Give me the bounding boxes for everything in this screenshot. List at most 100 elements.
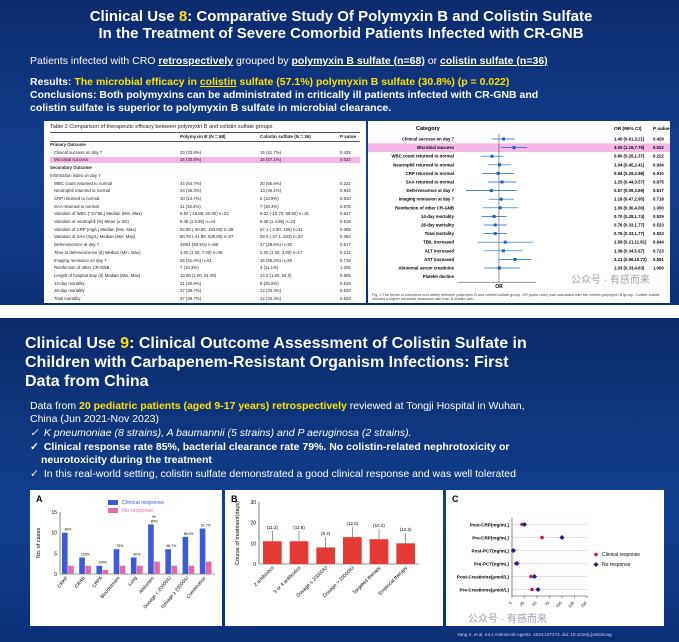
slide1-conclusions-line2: colistin sulfate is superior to polymyxi… bbox=[30, 102, 392, 114]
forest-row-label: Imaging remission at day 7 bbox=[399, 197, 455, 202]
forest-row-or: 0.70 (0.28,1.74) bbox=[614, 214, 645, 219]
forest-row-p: 0.934 bbox=[653, 162, 664, 167]
chart-a-bar bbox=[182, 536, 189, 574]
forest-row-label: Defervescence at day 7 bbox=[406, 188, 454, 193]
table-row: CRP returned to normal 10 (14.7%) 5 (13.9%… bbox=[50, 196, 360, 202]
chart-c-legend-label: Clinical response bbox=[602, 552, 640, 558]
forest-row-label: AST increased bbox=[424, 257, 454, 262]
check-icon: ✓ bbox=[30, 427, 39, 439]
chart-b-bar-label: (8.4) bbox=[321, 531, 331, 536]
table-cell: 0.518 bbox=[340, 219, 351, 224]
forest-row-label: Abnormal serum creatinine bbox=[398, 266, 454, 271]
table-cell: Clinical success on day 7 bbox=[54, 149, 103, 155]
chart-b-x-tick: 2 antibiotics bbox=[253, 565, 276, 588]
chart-a-bar bbox=[205, 561, 212, 574]
results-label: Results: bbox=[30, 76, 72, 88]
chart-b-y-tick: 30 bbox=[250, 500, 256, 506]
table-cell: 0.399 bbox=[340, 226, 351, 232]
forest-row-p: 1.000 bbox=[653, 266, 664, 271]
chart-a-x-tick: CRAB bbox=[74, 575, 87, 589]
chart-a-bar bbox=[199, 528, 206, 574]
forest-row-p: 0.429 bbox=[653, 137, 664, 142]
forest-row-label: ALT increased bbox=[425, 248, 455, 253]
forest-row-or: 0.57 (0.09,3.69) bbox=[614, 188, 645, 193]
chart-b-bar-label: (11.8) bbox=[293, 525, 305, 530]
chart-a-bar bbox=[79, 557, 85, 574]
forest-row-p: 0.617 bbox=[653, 188, 664, 193]
chart-b-y-tick: 20 bbox=[250, 521, 256, 527]
slide-separator bbox=[0, 305, 679, 318]
strains-text: K pneumoniae (8 strains), A baumannii (5… bbox=[43, 427, 412, 439]
table-cell: CRP returned to normal bbox=[54, 195, 100, 201]
efficacy-table: Table 2 Comparison of therapeutic effica… bbox=[44, 121, 366, 303]
table-cell: Imaging remission on day 7 bbox=[54, 257, 107, 263]
table-cell: 14-day mortality bbox=[54, 280, 85, 286]
chart-a-y-tick: 10 bbox=[51, 531, 57, 537]
chart-a-bar-label: 100% bbox=[98, 561, 107, 565]
chart-b-x-tick: Empirical therapy bbox=[378, 565, 410, 597]
table-row: Variation of neutrophil (%) Mean (± SD) 5… bbox=[50, 219, 360, 225]
chart-c-point bbox=[540, 535, 544, 540]
check-icon: ✓ bbox=[30, 441, 39, 453]
watermark-1: 公众号 · 有感而来 bbox=[571, 275, 650, 286]
chart-c-x-tick: 75 bbox=[544, 600, 551, 607]
forest-row-label: 28-day mortality bbox=[421, 223, 455, 228]
check-icon: ✓ bbox=[30, 468, 39, 480]
table-cell: 16 (55.2%) n=29 bbox=[260, 257, 292, 263]
table-cell: Variation of SAA (mg/L) Median (Min, Max… bbox=[54, 234, 136, 240]
chart-b-bar bbox=[343, 537, 362, 564]
chart-a-bar-label: 80% bbox=[151, 519, 158, 523]
forest-row-p: 0.723 bbox=[653, 248, 664, 253]
data-text-c: reviewed at Tongji Hospital in Wuhan, bbox=[346, 400, 525, 412]
table-row: 14-day mortality 21 (30.9%) 9 (25.0%) 0.529 bbox=[50, 281, 360, 287]
table-cell: 14.0 (1.00, 64.0) bbox=[260, 272, 292, 278]
chart-a: A 0 5 10 15 No. of cases 83% CRKP 100% CRAB 100% CR… bbox=[36, 494, 215, 610]
table-header-colistin: Colistin sulfate (N = 36) bbox=[260, 134, 311, 139]
forest-row-label: TBIL increased bbox=[423, 240, 454, 245]
chart-a-legend-swatch bbox=[108, 500, 118, 505]
chart-b-bar bbox=[316, 547, 335, 564]
forest-row-or: 1.04 (0.45,2.41) bbox=[614, 162, 645, 167]
chart-b-y-tick: 10 bbox=[250, 541, 256, 547]
forest-plot: Category OR (95% CI) P value Clinical succe… bbox=[368, 126, 670, 290]
table-row: Secondary Outcome bbox=[50, 165, 360, 171]
slide1-title-prefix: Clinical Use bbox=[89, 8, 179, 25]
chart-a-bar-label: 60% bbox=[133, 552, 140, 556]
chart-a-bar-label: 100% bbox=[81, 552, 90, 556]
slide2-realworld-line: ✓ In this real-world setting, colistin su… bbox=[30, 468, 516, 481]
slide2-title-line3: Data from China bbox=[25, 373, 149, 390]
table-cell: WBC count returned to normal bbox=[54, 180, 113, 186]
forest-row-p: 0.022 bbox=[653, 145, 664, 150]
forest-row-or: 1.18 (0.47,2.95) bbox=[614, 197, 645, 202]
chart-a-y-label: No. of cases bbox=[36, 527, 42, 558]
forest-row-p: 0.675 bbox=[653, 180, 664, 185]
forest-header-p: P value bbox=[653, 126, 670, 132]
chart-c-point bbox=[530, 587, 534, 592]
slide1-results-line: Results: The microbial efficacy in colis… bbox=[30, 76, 509, 89]
table-cell: 90.70 (-41.80, 539.00) n=37 bbox=[180, 234, 234, 240]
forest-caption: Fig. 3 The forest of outcomes and safety… bbox=[372, 293, 660, 302]
table-cell: 24 (35.3%) bbox=[180, 188, 202, 194]
forest-row-p: 1.000 bbox=[653, 205, 664, 210]
results-text-a: The microbial efficacy in bbox=[71, 76, 200, 88]
table-cell: Microbial success bbox=[54, 157, 88, 163]
chart-c-x-tick: 100 bbox=[554, 600, 563, 609]
forest-row-label: SAA returned to normal bbox=[406, 180, 454, 185]
table-row: Variation of WBC (*10^9/L) Median (Min, … bbox=[50, 211, 360, 217]
chart-c-y-tick: Post-CRP(mg/mL) bbox=[470, 522, 510, 527]
table-cell: 0.529 bbox=[340, 280, 351, 286]
table-cell: Secondary Outcome bbox=[50, 165, 92, 171]
forest-x-label: OR bbox=[495, 284, 503, 290]
table-cell: Information index on day 7 bbox=[50, 172, 101, 178]
forest-row-label: Clinical success on day 7 bbox=[402, 137, 455, 142]
table-row: 28-day mortality 27 (39.7%) 12 (33.3%) 0.52… bbox=[50, 288, 360, 294]
chart-c-point bbox=[535, 586, 541, 593]
table-header-pvalue: P value bbox=[340, 134, 357, 139]
chart-a-panel: A 0 5 10 15 No. of cases 83% CRKP 100% CRAB 100% CR… bbox=[30, 490, 222, 626]
chart-b: B 0 10 20 30 Course of treatment(days) (11.3) 2… bbox=[231, 494, 419, 599]
table-cell: Time to defervescence (d) Median (Min, M… bbox=[54, 249, 141, 255]
slide2-response-line2: neurotoxicity during the treatment bbox=[41, 454, 212, 466]
forest-row-p: 0.644 bbox=[653, 240, 664, 245]
chart-a-bar bbox=[102, 569, 109, 574]
forest-row-or: 0.76 (0.33,1.77) bbox=[614, 223, 645, 228]
